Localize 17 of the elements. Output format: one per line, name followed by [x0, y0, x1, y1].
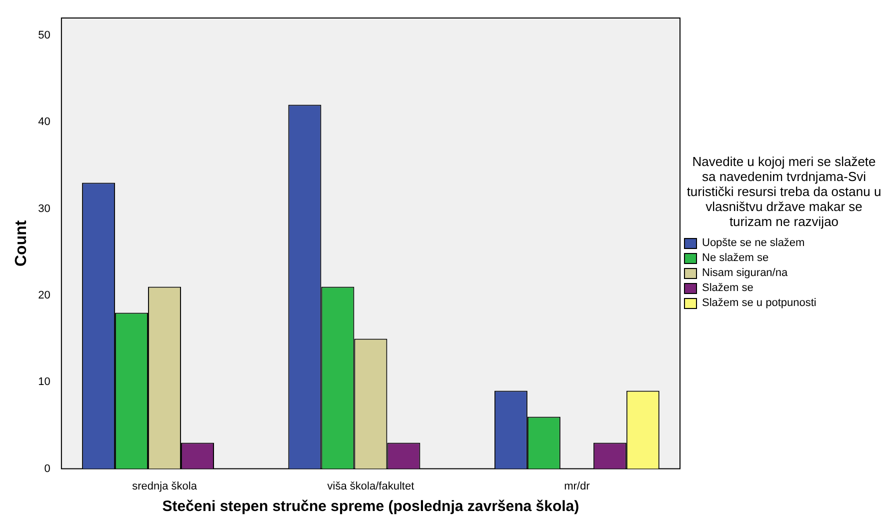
x-tick-label: mr/dr [564, 480, 590, 492]
y-tick-label: 20 [38, 289, 50, 302]
y-tick-label: 10 [38, 376, 50, 388]
x-tick-label: viša škola/fakultet [327, 480, 414, 492]
y-tick-label: 40 [38, 116, 50, 128]
legend-label: Slažem se u potpunosti [702, 297, 816, 309]
x-tick-label: srednja škola [132, 480, 198, 492]
y-tick-label: 0 [44, 462, 50, 475]
legend-label: Slažem se [702, 282, 754, 294]
legend-label: Nisam siguran/na [702, 267, 788, 279]
legend-title: Navedite u kojoj meri se slažete sa navedenim tvrdnjama-Svi turistički resursi treba da ostanu u vlasništvu države makar se turizam ne razvijao [686, 154, 882, 229]
x-axis-title: Stečeni stepen stručne spreme (poslednja završena škola) [162, 498, 580, 516]
legend-label: Uopšte se ne slažem [702, 237, 805, 249]
y-tick-label: 30 [38, 202, 50, 215]
y-tick-label: 50 [38, 29, 50, 42]
y-axis-title: Count [13, 220, 30, 266]
legend-label: Ne slažem se [702, 252, 769, 264]
